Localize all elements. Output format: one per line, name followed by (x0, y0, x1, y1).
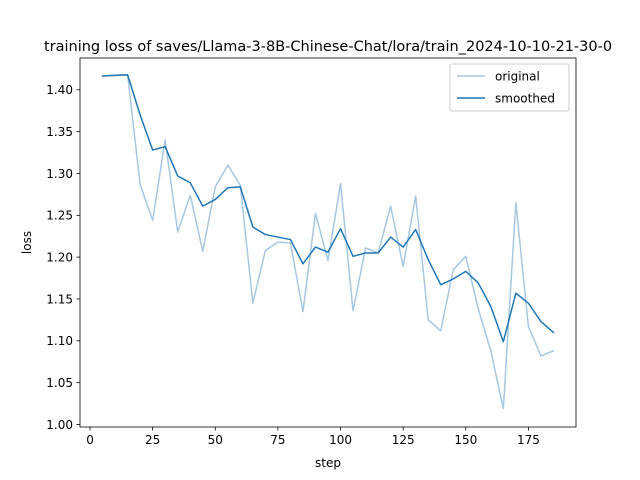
y-tick-label: 1.00 (46, 418, 73, 432)
y-tick-label: 1.10 (46, 334, 73, 348)
x-tick-label: 175 (517, 433, 540, 447)
x-tick-label: 125 (392, 433, 415, 447)
x-tick-label: 75 (270, 433, 285, 447)
legend-label-smoothed: smoothed (495, 92, 555, 106)
series-line-smoothed (101, 74, 555, 343)
x-tick-label: 0 (86, 433, 94, 447)
x-tick-label: 50 (208, 433, 223, 447)
x-axis-title: step (315, 456, 341, 470)
y-tick-label: 1.15 (46, 292, 73, 306)
x-tick-label: 150 (454, 433, 477, 447)
y-tick-label: 1.35 (46, 125, 73, 139)
y-tick-label: 1.20 (46, 250, 73, 264)
y-tick-label: 1.25 (46, 209, 73, 223)
legend-label-original: original (495, 70, 540, 84)
legend: original smoothed (449, 63, 570, 112)
y-tick-label: 1.40 (46, 83, 73, 97)
chart-title: training loss of saves/Llama-3-8B-Chines… (44, 39, 612, 55)
y-axis-title: loss (20, 231, 34, 254)
x-axis-ticks: 0 25 50 75 100 125 150 175 (86, 427, 540, 447)
y-tick-label: 1.30 (46, 167, 73, 181)
y-tick-label: 1.05 (46, 376, 73, 390)
x-tick-label: 25 (145, 433, 160, 447)
y-axis-ticks: 1.00 1.05 1.10 1.15 1.20 1.25 1.30 1.35 1.40 (46, 83, 80, 432)
plot-frame (79, 57, 577, 428)
series-lines (101, 73, 555, 410)
series-line-original (101, 73, 555, 410)
x-tick-label: 100 (329, 433, 352, 447)
